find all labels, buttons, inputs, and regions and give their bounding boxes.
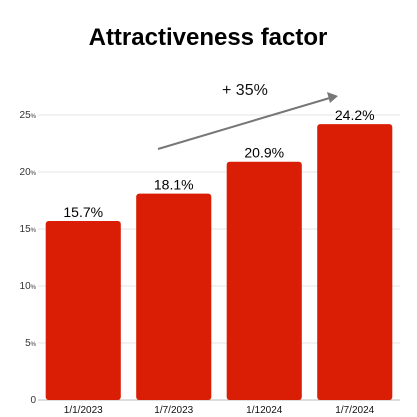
growth-label: + 35%	[222, 82, 268, 99]
x-tick-label: 1/7/2023	[154, 405, 193, 416]
x-axis: 1/1/2023 1/7/2023 1/12024 1/7/2024	[64, 405, 375, 416]
y-tick-label: 5%	[25, 338, 37, 349]
arrow-head-icon	[327, 92, 338, 103]
bar	[45, 221, 121, 400]
x-tick-label: 1/1/2023	[64, 405, 103, 416]
data-label: 18.1%	[154, 177, 194, 193]
y-tick-label: 15%	[20, 224, 37, 235]
data-label: 15.7%	[63, 204, 103, 220]
chart-title: Attractiveness factor	[89, 24, 328, 51]
trend-arrow	[157, 96, 334, 150]
growth-annotation: + 35%	[157, 82, 338, 150]
data-label: 24.2%	[335, 107, 375, 123]
bar	[317, 124, 393, 401]
y-tick-label: 10%	[20, 281, 37, 292]
y-axis: 0 5% 10% 15% 20% 25%	[20, 110, 37, 406]
data-label: 20.9%	[244, 145, 284, 161]
y-tick-label: 20%	[20, 167, 37, 178]
y-tick-label: 0	[30, 395, 36, 406]
y-tick-label: 25%	[20, 110, 37, 121]
bar	[136, 193, 212, 400]
bar	[226, 161, 302, 400]
x-tick-label: 1/7/2024	[335, 405, 374, 416]
x-tick-label: 1/12024	[246, 405, 283, 416]
bars: 15.7% 18.1% 20.9% 24.2%	[45, 107, 393, 401]
